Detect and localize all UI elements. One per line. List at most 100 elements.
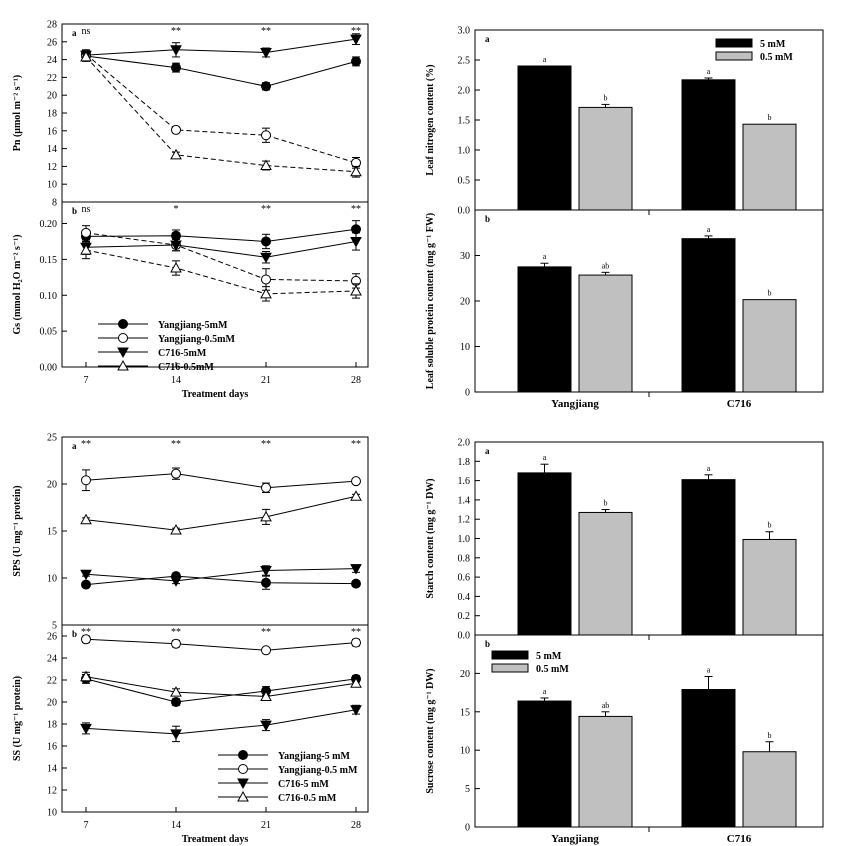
y-tick-label: 1.0 [458, 146, 471, 157]
plot-frame [61, 436, 369, 626]
significance-label: ** [261, 627, 271, 638]
marker-triangle-down-filled [117, 347, 129, 359]
category-label: Yangjiang [551, 833, 599, 845]
marker-circle-open [261, 130, 271, 141]
y-axis-label: Sucrose content (mg g⁻¹ DW) [425, 668, 436, 793]
y-tick-label: 2.0 [458, 438, 471, 449]
series-c716-0-5-mm [80, 670, 362, 701]
significance-label: ** [351, 204, 361, 215]
marker-circle-filled [171, 62, 181, 73]
series-line [85, 228, 357, 242]
y-tick-label: 1.6 [458, 476, 471, 487]
y-tick-label: 10 [47, 180, 57, 191]
x-axis-label: Treatment days [182, 834, 249, 845]
y-tick-label: 2.5 [458, 56, 471, 67]
marker-triangle-up-open [170, 524, 182, 535]
y-tick-label: 0.05 [40, 327, 58, 338]
marker-triangle-up-open [260, 690, 272, 701]
y-tick-label: 24 [47, 654, 57, 665]
legend-label: Yangjiang-0.5mM [158, 334, 236, 345]
y-axis-label: SS (U mg⁻¹ protein) [12, 676, 23, 761]
panel-protein: 0 10 20 30 b Leaf soluble protein content (mg… [425, 209, 824, 410]
y-tick-label: 12 [47, 786, 57, 797]
marker-triangle-down-filled [350, 236, 362, 248]
significance-label: ** [351, 627, 361, 638]
legend-bars: 5 mM 0.5 mM [715, 38, 793, 63]
marker-triangle-up-open [117, 359, 129, 371]
panel-sps: 5 10 15 20 25 a SPS (U mg⁻¹ protein) ** ** ** ** [12, 433, 369, 632]
marker-triangle-down-filled [170, 729, 182, 740]
series-yangjiang-0-5-mm [81, 467, 361, 493]
series-line [85, 568, 357, 582]
legend-label: 5 mM [536, 651, 562, 662]
series-line [85, 240, 357, 258]
bar-yangjiang-5mm [517, 472, 572, 636]
marker-circle-open [81, 227, 91, 238]
significance-label: ** [171, 439, 181, 450]
marker-triangle-down-filled [350, 705, 362, 716]
marker-triangle-down-filled [170, 576, 182, 587]
marker-circle-open [238, 764, 248, 774]
marker-circle-open [261, 645, 271, 656]
series-line [85, 676, 357, 698]
marker-circle-filled [118, 319, 128, 329]
significance-letter: a [543, 55, 547, 64]
marker-triangle-down-filled [350, 564, 362, 575]
y-tick-label: 0.20 [40, 219, 58, 230]
legend-lines: Yangjiang-5 mM Yangjiang-0.5 mM C716-5 mM C… [218, 750, 358, 804]
bar-c716-5mm [681, 238, 736, 393]
plot-frame [61, 624, 369, 813]
marker-circle-open [171, 124, 181, 135]
y-tick-label: 10 [47, 808, 57, 819]
y-tick-label: 0.5 [458, 176, 471, 187]
significance-letter: a [543, 687, 547, 696]
y-tick-label: 5 [52, 621, 57, 632]
y-tick-label: 0.6 [458, 573, 471, 584]
y-tick-label: 3.0 [458, 26, 471, 37]
significance-label: ** [171, 26, 181, 37]
series-c716-5mm [80, 232, 362, 264]
panel-letter: a [485, 446, 490, 456]
marker-triangle-down-filled [170, 240, 182, 252]
x-tick-label: 28 [351, 375, 361, 386]
panel-starch: 0.0 0.2 0.4 0.6 0.8 1.0 1.2 1.4 1.6 1.8 2.0 a Starch… [425, 438, 824, 642]
legend-swatch [491, 663, 529, 673]
y-tick-label: 14 [47, 764, 57, 775]
marker-triangle-up-open [350, 677, 362, 688]
y-tick-label: 0.2 [458, 611, 471, 622]
significance-letter: b [768, 731, 772, 740]
marker-triangle-up-open [170, 261, 182, 273]
panel-letter: a [72, 28, 77, 38]
legend-label: C716-0.5mM [158, 362, 214, 373]
y-tick-label: 1.0 [458, 534, 471, 545]
legend-label: 0.5 mM [760, 52, 793, 63]
y-tick-label: 10 [47, 574, 57, 585]
panel-letter: b [485, 639, 490, 649]
bar-yangjiang-05mm [578, 715, 633, 828]
series-line [85, 473, 357, 489]
x-tick-label: 14 [171, 820, 181, 831]
y-tick-label: 20 [460, 297, 470, 308]
panel-letter: a [485, 34, 490, 44]
series-line [85, 495, 357, 531]
y-tick-label: 1.5 [458, 116, 471, 127]
legend-lines: Yangjiang-5mM Yangjiang-0.5mM C716-5mM C716… [98, 319, 236, 373]
y-axis-label: Pn (μmol m⁻² s⁻¹) [12, 75, 23, 151]
x-axis-label: Treatment days [182, 389, 249, 400]
significance-letter: ab [602, 701, 610, 710]
y-axis-label: Leaf soluble protein content (mg g⁻¹ FW) [425, 213, 436, 389]
bar-c716-05mm [742, 751, 797, 828]
series-yangjiang-5-mm [81, 673, 361, 707]
series-yangjiang-0-5-mm [81, 634, 361, 656]
series-line [85, 232, 357, 282]
significance-letter: a [543, 453, 547, 462]
x-tick-label: 14 [171, 375, 181, 386]
series-c716-5-mm [80, 564, 362, 587]
panel-letter: b [72, 629, 77, 639]
marker-circle-filled [171, 697, 181, 707]
y-tick-label: 5 [465, 784, 470, 795]
series-yangjiang-5mm [81, 51, 361, 92]
significance-letter: a [543, 252, 547, 261]
